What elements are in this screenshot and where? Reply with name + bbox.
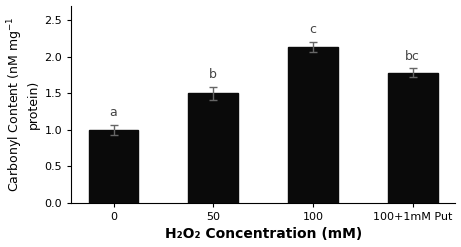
X-axis label: H₂O₂ Concentration (mM): H₂O₂ Concentration (mM)	[165, 227, 362, 242]
Bar	[388, 73, 438, 203]
Text: a: a	[110, 106, 118, 119]
Bar	[288, 47, 338, 203]
Text: c: c	[309, 23, 317, 36]
Bar	[89, 130, 138, 203]
Bar	[189, 93, 238, 203]
Text: b: b	[209, 68, 217, 81]
Y-axis label: Carbonyl Content (nM mg$^{-1}$
protein): Carbonyl Content (nM mg$^{-1}$ protein)	[6, 17, 40, 192]
Text: bc: bc	[405, 50, 420, 62]
